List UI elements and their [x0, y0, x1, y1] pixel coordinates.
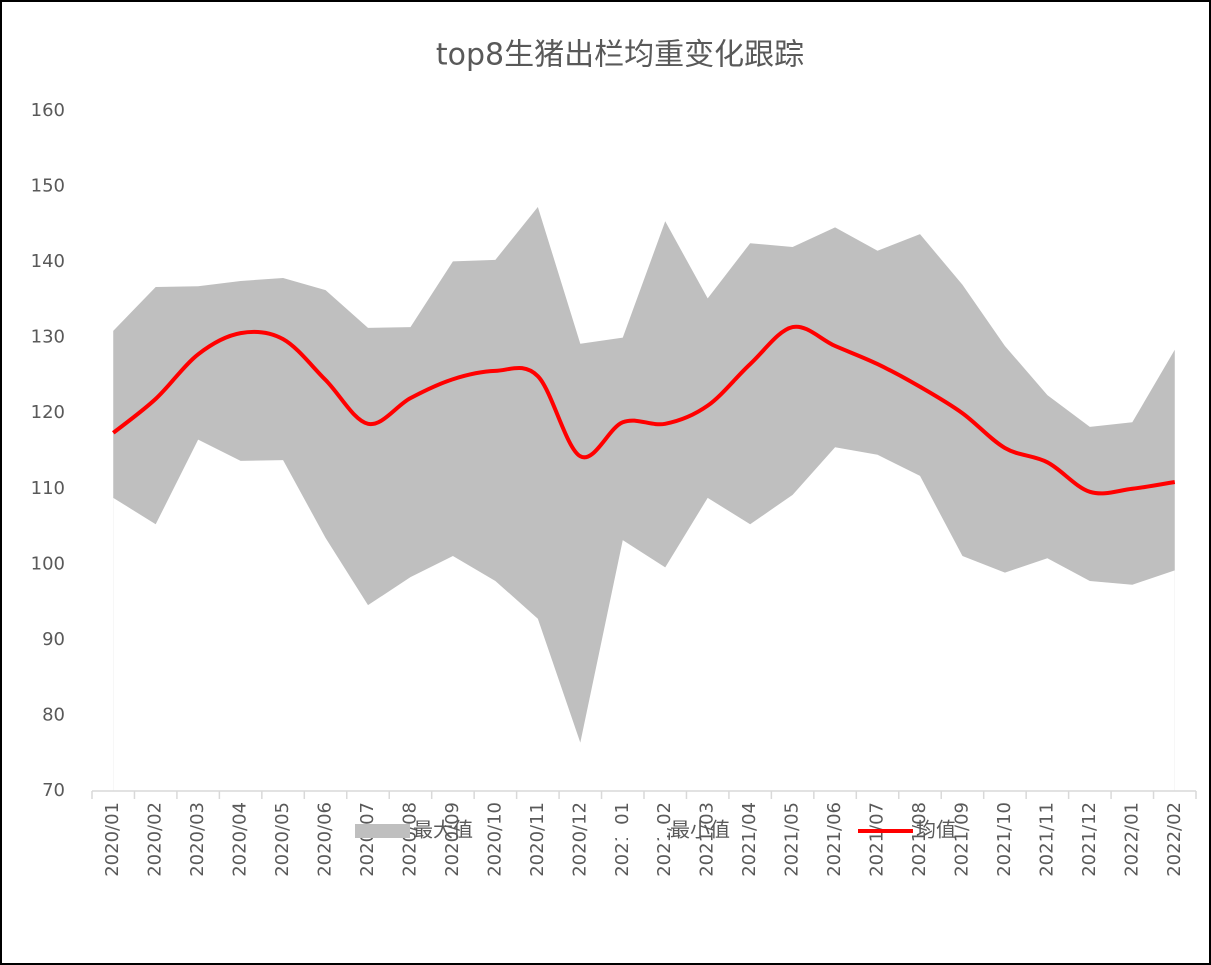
x-tick-label: 2020/11	[527, 802, 548, 877]
x-tick-label: 2020/09	[442, 802, 463, 877]
x-tick-label: 2021/10	[994, 802, 1015, 877]
x-tick-label: 2022/02	[1164, 802, 1185, 877]
line	[111, 324, 1176, 496]
x-tick-label: 2020/01	[102, 802, 123, 877]
x-tick-label: 2020/06	[315, 802, 336, 877]
y-tick-label: 140	[31, 251, 65, 272]
x-tick-label: 2020/08	[399, 802, 420, 877]
x-tick-label: 2021/07	[867, 802, 888, 877]
x-tick-label: 2021/03	[697, 802, 718, 877]
x-tick-label: 2021/08	[909, 802, 930, 877]
y-tick-label: 160	[31, 100, 65, 121]
y-tick-label: 110	[31, 478, 65, 499]
y-tick-label: 90	[42, 629, 65, 650]
x-tick-label: 2021/09	[951, 802, 972, 877]
y-tick-label: 70	[42, 780, 65, 801]
x-tick-label: 2021/01	[612, 802, 633, 877]
x-tick-label: 2021/12	[1079, 802, 1100, 877]
y-tick-label: 150	[31, 176, 65, 197]
legend-label: 均值	[916, 818, 956, 842]
legend-label: 最大值	[413, 818, 473, 842]
y-tick-label: 80	[42, 704, 65, 725]
y-tick-label: 120	[31, 402, 65, 423]
legend-swatch	[355, 824, 410, 838]
x-tick-label: 2020/12	[569, 802, 590, 877]
area	[113, 439, 1175, 791]
chart-title: top8生猪出栏均重变化跟踪	[436, 38, 804, 73]
y-tick-label: 130	[31, 327, 65, 348]
x-tick-label: 2021/11	[1036, 802, 1057, 877]
x-tick-label: 2021/06	[824, 802, 845, 877]
x-tick-label: 2020/03	[187, 802, 208, 877]
x-tick-label: 2020/07	[357, 802, 378, 877]
x-tick-label: 2020/10	[484, 802, 505, 877]
x-tick-label: 2021/02	[654, 802, 675, 877]
y-tick-label: 100	[31, 553, 65, 574]
x-tick-label: 2021/04	[739, 802, 760, 877]
x-tick-label: 2020/02	[145, 802, 166, 877]
legend-swatch	[612, 824, 667, 838]
x-tick-label: 2020/05	[272, 802, 293, 877]
legend-label: 最小值	[670, 818, 730, 842]
x-tick-label: 2022/01	[1121, 802, 1142, 877]
x-tick-label: 2021/05	[782, 802, 803, 877]
x-tick-label: 2020/04	[230, 802, 251, 877]
